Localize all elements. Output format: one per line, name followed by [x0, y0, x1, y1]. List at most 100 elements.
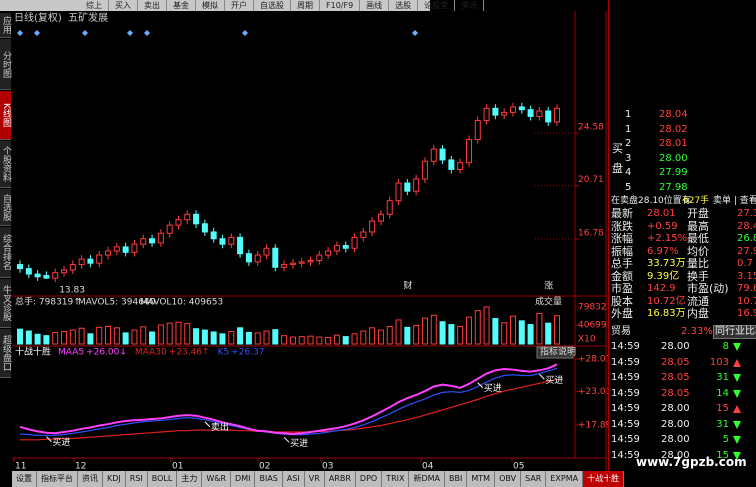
sidebar-tab[interactable]: 分时图: [0, 39, 11, 90]
indicator-tab[interactable]: RSI: [126, 471, 148, 487]
sidebar-tab[interactable]: 牛叉诊股: [0, 279, 11, 328]
volume-bar: [34, 333, 41, 345]
sidebar-tab[interactable]: 自选股: [0, 189, 11, 226]
sidebar-tab[interactable]: 个股资料: [0, 141, 11, 188]
menu-item[interactable]: 开户: [225, 0, 254, 11]
trade-arrow: [733, 405, 741, 413]
sell-detail-link[interactable]: 卖单 | 查看详细: [713, 196, 756, 206]
volume-bar: [386, 325, 393, 345]
indicator-title: 十战十胜: [15, 346, 51, 358]
candle-body: [404, 182, 411, 192]
volume-bar: [395, 319, 402, 345]
indicator-tab[interactable]: 资讯: [78, 471, 103, 487]
volume-bar: [263, 330, 270, 345]
industry-compare[interactable]: 同行业比较: [713, 325, 756, 339]
trade-price: 28.00: [661, 418, 690, 430]
indicator-tab[interactable]: OBV: [495, 471, 522, 487]
volume-bar: [307, 335, 314, 345]
menu-item[interactable]: 自选股: [254, 0, 291, 11]
volume-bar: [245, 331, 252, 345]
quote-value: 0.7: [737, 258, 753, 269]
y-tick-label: 24.58: [578, 123, 604, 133]
menu-item[interactable]: 资讯: [455, 0, 485, 11]
indicator-tab[interactable]: KDJ: [103, 471, 126, 487]
volume-bar: [237, 327, 244, 345]
mavol5: MAVOL5: 394640: [78, 298, 156, 308]
indicator-tab[interactable]: 新DMA: [409, 471, 446, 487]
quote-value: 10.72亿: [647, 295, 686, 307]
candle-body: [52, 272, 59, 279]
signal-arrow: [46, 436, 52, 443]
trade-volume: 103: [709, 356, 729, 368]
volume-bar: [298, 336, 305, 345]
candle-body: [78, 258, 85, 266]
indicator-tab[interactable]: 设置: [12, 471, 37, 487]
indicator-tab[interactable]: 十战十胜: [583, 471, 625, 487]
quote-value: 142.9: [647, 283, 676, 294]
menu-item[interactable]: 论股堂: [418, 0, 456, 11]
indicator-tab[interactable]: EXPMA: [546, 471, 584, 487]
candle-body: [536, 110, 543, 117]
menu-item[interactable]: 综上: [80, 0, 109, 11]
book-side-label: 盘: [612, 162, 623, 175]
indicator-line: [19, 363, 558, 436]
indicator-tab[interactable]: W&R: [202, 471, 232, 487]
indicator-tab[interactable]: ASI: [283, 471, 305, 487]
sidebar-tab[interactable]: 超级盘口: [0, 329, 11, 378]
candle-body: [193, 213, 200, 225]
volume-bar: [140, 326, 147, 345]
volume-bar: [360, 330, 367, 345]
candle-body: [421, 160, 428, 180]
menu-item[interactable]: 画线: [360, 0, 390, 11]
sidebar-tab[interactable]: 应用: [0, 13, 11, 38]
trade-arrow: [733, 451, 741, 460]
sidebar-tab[interactable]: 综合排名: [0, 227, 11, 278]
indicator-tab[interactable]: 主力: [177, 471, 203, 487]
quote-value: +0.59: [647, 220, 678, 232]
indicator-tab[interactable]: ARBR: [325, 471, 356, 487]
indicator-tab[interactable]: BIAS: [255, 471, 283, 487]
menu-item[interactable]: 选股: [389, 0, 419, 11]
indicator-tab[interactable]: 指标平台: [37, 471, 78, 487]
volume-bar: [157, 324, 164, 345]
volume-bar: [325, 337, 332, 345]
menu-item[interactable]: 模拟: [196, 0, 225, 11]
indicator-help-button[interactable]: [536, 346, 574, 359]
menu-item[interactable]: 买入: [109, 0, 138, 11]
indicator-tab[interactable]: DMI: [231, 471, 256, 487]
menu-item[interactable]: F10/F9: [320, 0, 361, 11]
book-level: 3: [625, 152, 632, 164]
quote-value: 27.9: [737, 245, 756, 257]
candle-body: [263, 247, 270, 256]
quote-value: +2.15%: [647, 233, 688, 244]
candle-body: [509, 106, 516, 113]
trade-price: 28.00: [661, 403, 690, 414]
indicator-tab[interactable]: MTM: [467, 471, 496, 487]
quote-label: 内盘: [687, 307, 709, 320]
indicator-help: 指标说明: [540, 346, 576, 358]
indicator-tab[interactable]: SAR: [521, 471, 547, 487]
indicator-tab[interactable]: VR: [305, 471, 325, 487]
indicator-tabs: 设置 指标平台 资讯 KDJ RSI BOLL 主力 W&R DMI BIAS ASI VR ARBR D…: [12, 471, 625, 487]
indicator-tab[interactable]: DPO: [356, 471, 383, 487]
book-side-label: 买: [612, 142, 623, 155]
candle-body: [43, 274, 50, 279]
quote-label: 总手: [611, 257, 633, 270]
book-price: 27.98: [659, 181, 688, 193]
menu-item[interactable]: 周期: [291, 0, 320, 11]
indicator-tab[interactable]: BOLL: [148, 471, 178, 487]
menu-item[interactable]: 基金: [167, 0, 196, 11]
volume-bar: [219, 333, 226, 345]
candle-body: [377, 213, 384, 222]
volume-bar: [545, 322, 552, 345]
sidebar-tab[interactable]: K线图: [0, 91, 11, 140]
candle-body: [149, 238, 156, 244]
trade-volume: 15: [716, 449, 729, 461]
quote-label: 金额: [611, 269, 633, 283]
indicator-tab[interactable]: TRIX: [382, 471, 410, 487]
menu-item[interactable]: 卖出: [138, 0, 167, 11]
quote-value: 9.39亿: [647, 270, 680, 282]
mavol10: MAVOL10: 409653: [140, 298, 223, 308]
trade-price: 28.05: [661, 387, 690, 399]
indicator-tab[interactable]: BBI: [445, 471, 468, 487]
